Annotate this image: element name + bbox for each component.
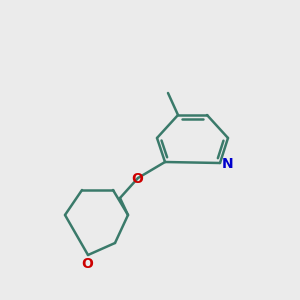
Text: O: O: [131, 172, 143, 186]
Text: N: N: [222, 157, 234, 171]
Text: O: O: [81, 257, 93, 271]
